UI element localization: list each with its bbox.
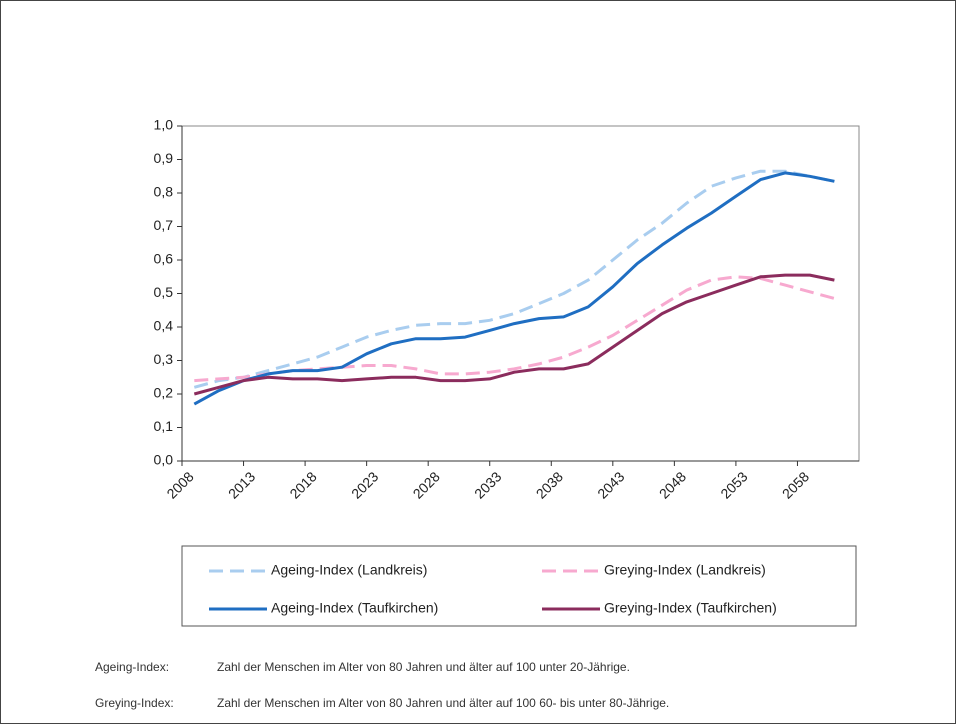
series-line	[193, 273, 835, 396]
y-tick-label: 0,3	[154, 351, 174, 367]
series-line	[193, 169, 835, 389]
plot-area	[181, 125, 860, 462]
x-tick-label: 2033	[471, 468, 504, 501]
x-tick-label: 2013	[225, 468, 258, 501]
x-tick-label: 2043	[594, 468, 627, 501]
legend-label: Greying-Index (Taufkirchen)	[604, 600, 777, 616]
x-tick-label: 2038	[533, 468, 566, 501]
y-tick-label: 0,4	[154, 318, 174, 334]
legend-box	[181, 545, 857, 627]
y-tick-label: 0,6	[154, 251, 174, 267]
legend-label: Greying-Index (Landkreis)	[604, 562, 766, 578]
footnote: Ageing-Index: Zahl der Menschen im Alter …	[95, 660, 630, 674]
series-line	[193, 171, 835, 406]
y-tick-label: 0,7	[154, 217, 174, 233]
legend-label: Ageing-Index (Taufkirchen)	[271, 600, 438, 616]
x-tick-label: 2053	[717, 468, 750, 501]
y-tick-label: 0,1	[154, 418, 174, 434]
footnote-term: Ageing-Index:	[95, 660, 170, 674]
chart: 0,0 0,1 0,2 0,3 0,4 0,5 0,6 0,7 0,8 0,9 1,0 2008 201…	[154, 117, 860, 627]
x-tick-label: 2023	[348, 468, 381, 501]
y-tick-label: 0,8	[154, 184, 174, 200]
x-tick-label: 2058	[779, 468, 812, 501]
footnote: Greying-Index: Zahl der Menschen im Alter…	[95, 696, 669, 710]
x-tick-label: 2008	[163, 468, 196, 501]
x-tick-label: 2018	[286, 468, 319, 501]
footnote-term: Greying-Index:	[95, 696, 174, 710]
x-tick-label: 2028	[410, 468, 443, 501]
y-tick-label: 0,0	[154, 452, 174, 468]
footnote-text: Zahl der Menschen im Alter von 80 Jahren…	[217, 660, 630, 674]
legend-label: Ageing-Index (Landkreis)	[271, 562, 427, 578]
y-tick-label: 1,0	[154, 117, 174, 133]
series-line	[194, 275, 835, 383]
y-tick-label: 0,5	[154, 284, 174, 300]
y-tick-label: 0,9	[154, 150, 174, 166]
y-tick-label: 0,2	[154, 385, 174, 401]
footnote-text: Zahl der Menschen im Alter von 80 Jahren…	[217, 696, 670, 710]
x-tick-label: 2048	[656, 468, 689, 501]
